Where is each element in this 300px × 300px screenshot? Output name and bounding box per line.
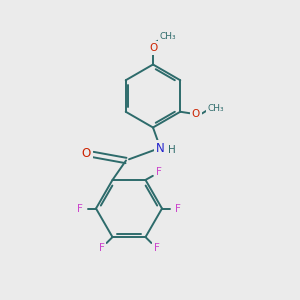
Text: O: O [82,146,91,160]
Text: F: F [154,243,160,253]
Text: H: H [168,145,176,155]
Text: F: F [156,167,162,177]
Text: O: O [192,109,200,118]
Text: CH₃: CH₃ [160,32,176,41]
Text: CH₃: CH₃ [207,103,224,112]
Text: O: O [150,43,158,53]
Text: F: F [98,243,104,253]
Text: F: F [175,203,181,214]
Text: N: N [156,142,165,155]
Text: F: F [77,203,83,214]
